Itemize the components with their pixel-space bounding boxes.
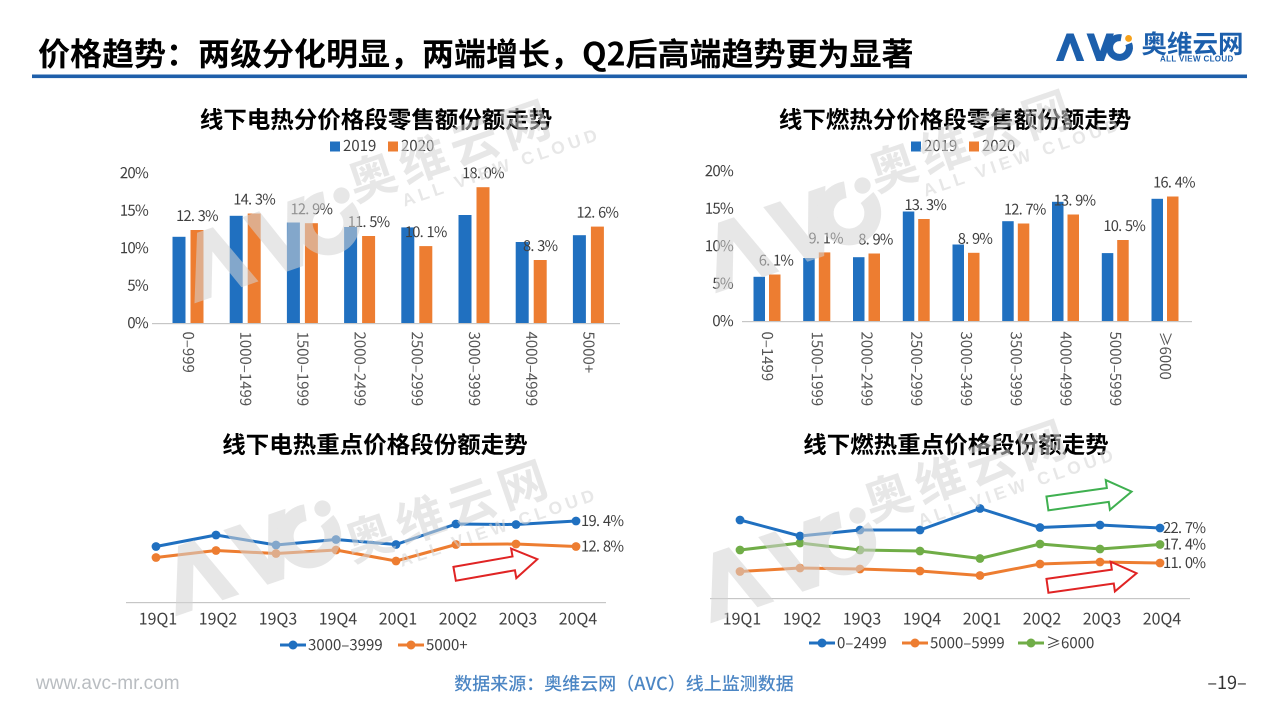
svg-text:www.avc-mr.com: www.avc-mr.com (35, 673, 180, 694)
svg-text:ALL VIEW CLOUD: ALL VIEW CLOUD (1160, 55, 1234, 64)
